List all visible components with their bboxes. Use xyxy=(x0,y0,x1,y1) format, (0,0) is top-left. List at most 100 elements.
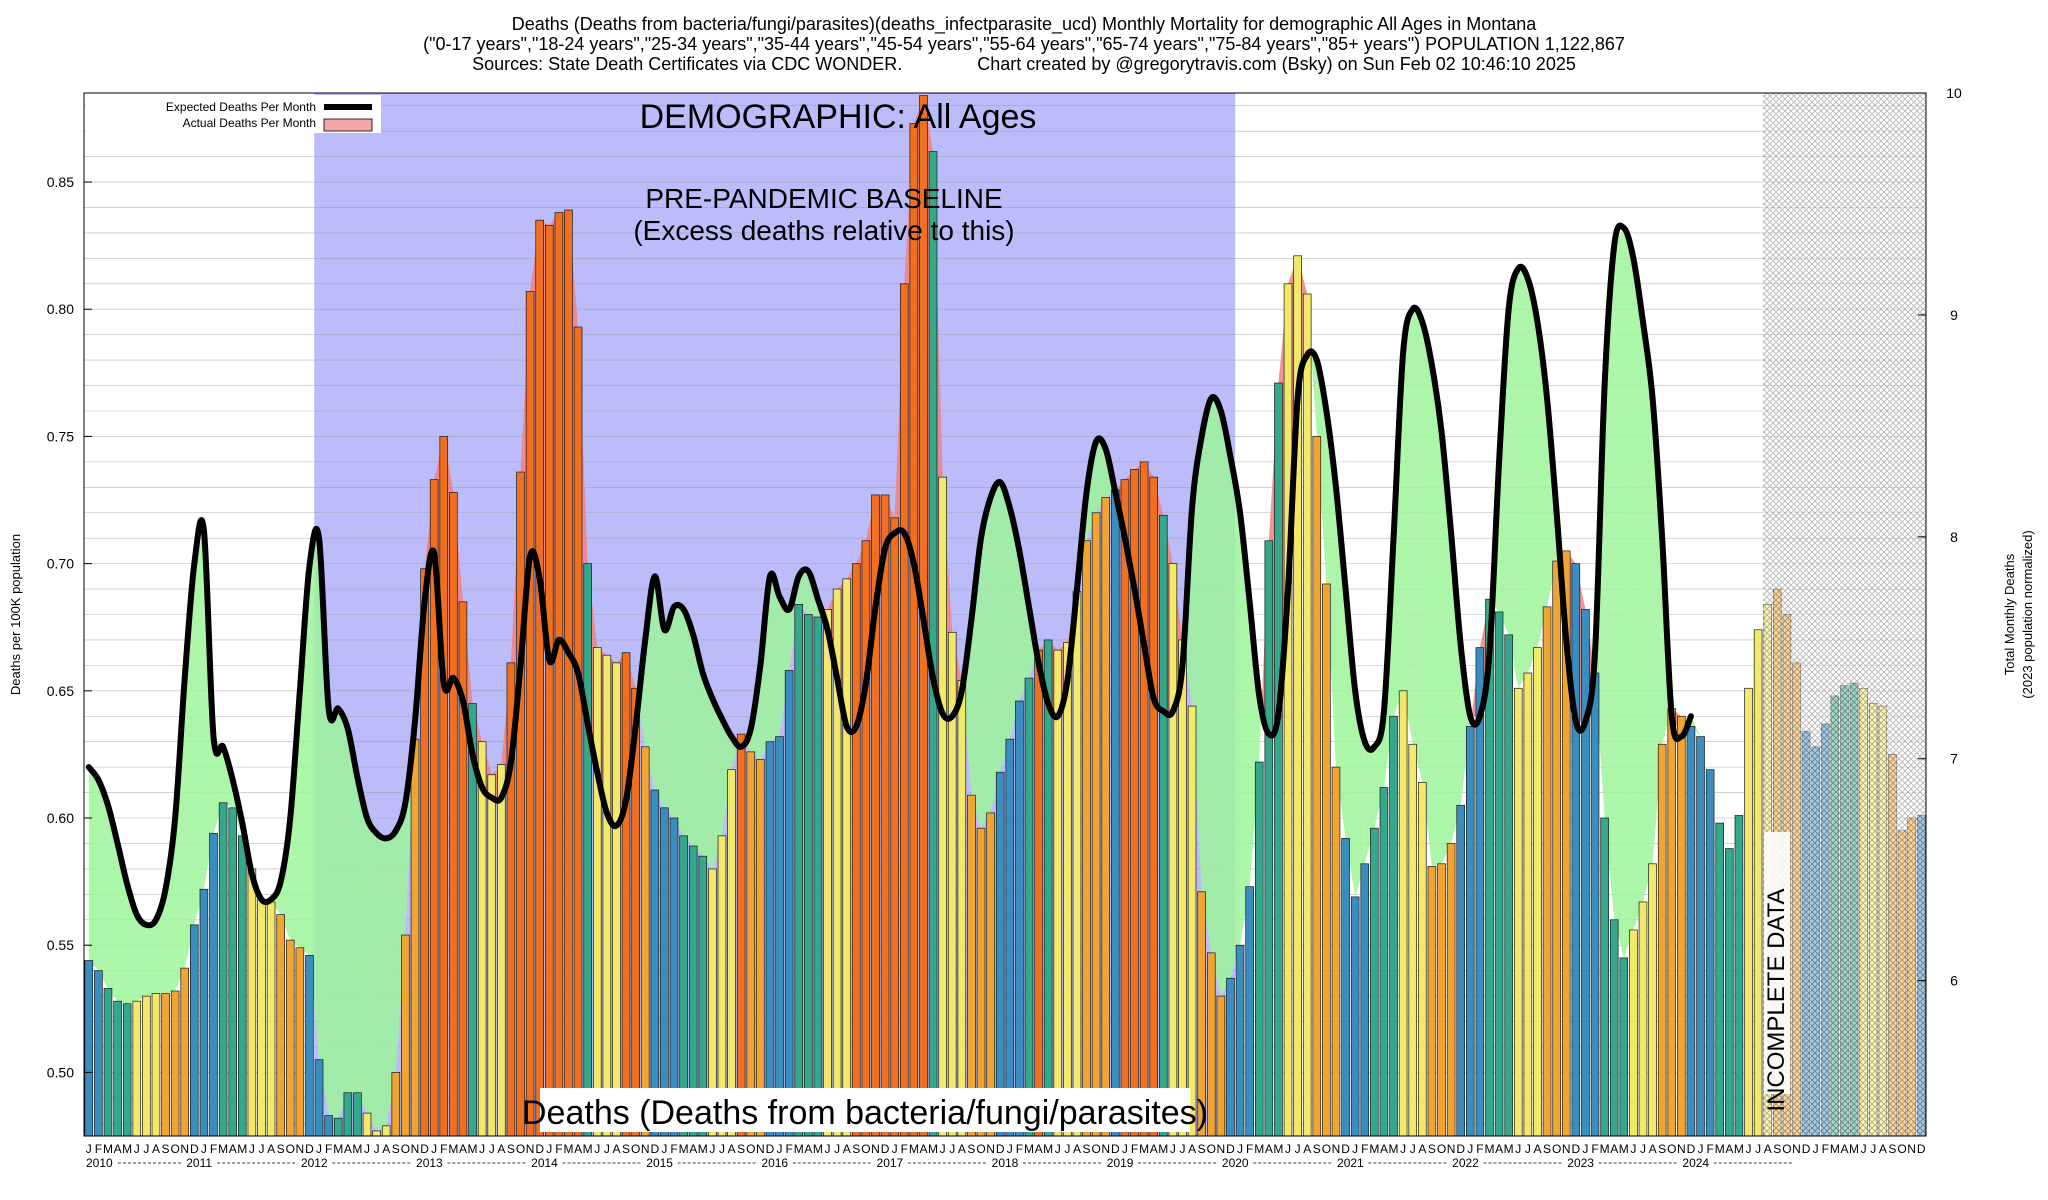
month-bar xyxy=(353,1092,362,1137)
month-bar xyxy=(525,291,535,1137)
fill-segment xyxy=(674,606,684,836)
month-bar xyxy=(1600,817,1609,1137)
month-bar xyxy=(1513,687,1523,1137)
month-tick-label: A xyxy=(1150,1142,1158,1156)
month-tick-label: M xyxy=(794,1142,804,1156)
fill-segment xyxy=(1192,436,1202,892)
month-tick-label: J xyxy=(134,1142,140,1156)
month-tick-label: S xyxy=(1198,1142,1206,1156)
month-tick-label: M xyxy=(1273,1142,1283,1156)
fill-segment xyxy=(693,634,703,857)
month-tick-label: S xyxy=(392,1142,400,1156)
y-tick-label: 0.50 xyxy=(47,1064,74,1080)
month-tick-label: J xyxy=(1055,1142,1061,1156)
month-tick-label: A xyxy=(229,1142,237,1156)
month-tick-label: S xyxy=(162,1142,170,1156)
month-bar xyxy=(477,741,487,1137)
chart-title-block: Deaths (Deaths from bacteria/fungi/paras… xyxy=(0,14,2048,74)
month-bar xyxy=(880,494,890,1137)
annotations: DEMOGRAPHIC: All Ages PRE-PANDEMIC BASELI… xyxy=(522,98,1208,1132)
month-bar xyxy=(640,746,650,1137)
month-bar xyxy=(1101,497,1111,1137)
month-tick-label: M xyxy=(1715,1142,1725,1156)
fill-segment xyxy=(386,830,396,1126)
month-tick-label: O xyxy=(861,1142,870,1156)
month-tick-label: O xyxy=(746,1142,755,1156)
month-tick-label: J xyxy=(1122,1142,1128,1156)
year-tick-label: 2015 xyxy=(646,1156,673,1170)
cause-label: Deaths (Deaths from bacteria/fungi/paras… xyxy=(522,1094,1208,1132)
y2-tick-label: 6 xyxy=(1950,973,1958,989)
month-bar xyxy=(410,738,420,1137)
year-tick-label: 2021 xyxy=(1337,1156,1364,1170)
month-tick-label: M xyxy=(909,1142,919,1156)
fill-segment xyxy=(769,576,780,742)
month-bar xyxy=(1389,715,1398,1137)
incomplete-hatch xyxy=(1762,93,1926,1136)
month-bar xyxy=(218,802,228,1137)
month-tick-label: N xyxy=(526,1142,535,1156)
fill-segment xyxy=(1604,245,1615,920)
month-tick-label: A xyxy=(152,1142,160,1156)
y2-tick-label: 9 xyxy=(1950,307,1958,323)
incomplete-data-region: INCOMPLETE DATA xyxy=(1762,93,1926,1136)
month-tick-label: N xyxy=(986,1142,995,1156)
month-tick-label: J xyxy=(431,1142,437,1156)
month-tick-label: N xyxy=(1101,1142,1110,1156)
month-tick-label: J xyxy=(594,1142,600,1156)
month-tick-label: J xyxy=(1285,1142,1291,1156)
chart-sources: Sources: State Death Certificates via CD… xyxy=(472,54,1576,74)
fill-segment xyxy=(1230,456,1241,979)
month-tick-label: A xyxy=(689,1142,697,1156)
month-tick-label: S xyxy=(1543,1142,1551,1156)
month-bar xyxy=(1082,540,1091,1137)
month-tick-label: M xyxy=(1619,1142,1629,1156)
fill-segment xyxy=(721,718,732,836)
month-tick-label: M xyxy=(679,1142,689,1156)
month-bar xyxy=(1370,827,1379,1137)
month-bar xyxy=(602,654,612,1137)
legend-label-actual: Actual Deaths Per Month xyxy=(183,116,316,130)
month-tick-label: M xyxy=(563,1142,573,1156)
month-tick-label: M xyxy=(928,1142,938,1156)
month-bar xyxy=(1149,476,1158,1137)
month-tick-label: O xyxy=(976,1142,985,1156)
month-bar xyxy=(381,1125,391,1137)
fill-segment xyxy=(1633,258,1643,930)
month-tick-label: A xyxy=(1073,1142,1081,1156)
month-bar xyxy=(1360,863,1370,1137)
month-bar xyxy=(266,901,276,1137)
month-bar xyxy=(305,955,314,1137)
month-bar xyxy=(1667,708,1677,1137)
year-tick-label: 2020 xyxy=(1222,1156,1249,1170)
month-tick-label: A xyxy=(1610,1142,1618,1156)
month-tick-label: M xyxy=(1139,1142,1149,1156)
month-bar xyxy=(995,771,1005,1137)
chart-title: Deaths (Deaths from bacteria/fungi/paras… xyxy=(511,14,1537,34)
month-bar xyxy=(1379,787,1389,1137)
month-bar xyxy=(1581,609,1590,1137)
month-bar xyxy=(1542,606,1552,1137)
month-tick-label: N xyxy=(296,1142,305,1156)
chart-subtitle-demographics: ("0-17 years","18-24 years","25-34 years… xyxy=(423,34,1625,54)
month-tick-label: D xyxy=(881,1142,890,1156)
month-tick-label: J xyxy=(1295,1142,1301,1156)
month-tick-label: J xyxy=(86,1142,92,1156)
month-bar xyxy=(1322,583,1331,1137)
month-tick-label: D xyxy=(1226,1142,1235,1156)
month-tick-label: M xyxy=(448,1142,458,1156)
fill-segment xyxy=(88,767,99,971)
month-tick-label: F xyxy=(1016,1142,1023,1156)
month-tick-label: N xyxy=(411,1142,420,1156)
y-tick-label: 0.75 xyxy=(47,428,74,444)
month-bar xyxy=(1609,919,1619,1137)
month-tick-label: N xyxy=(756,1142,765,1156)
month-tick-label: M xyxy=(1254,1142,1264,1156)
month-tick-label: S xyxy=(737,1142,745,1156)
month-tick-label: O xyxy=(1552,1142,1561,1156)
month-tick-label: F xyxy=(210,1142,217,1156)
month-tick-label: F xyxy=(1591,1142,1598,1156)
month-bar xyxy=(1705,769,1715,1137)
month-tick-label: A xyxy=(1035,1142,1043,1156)
